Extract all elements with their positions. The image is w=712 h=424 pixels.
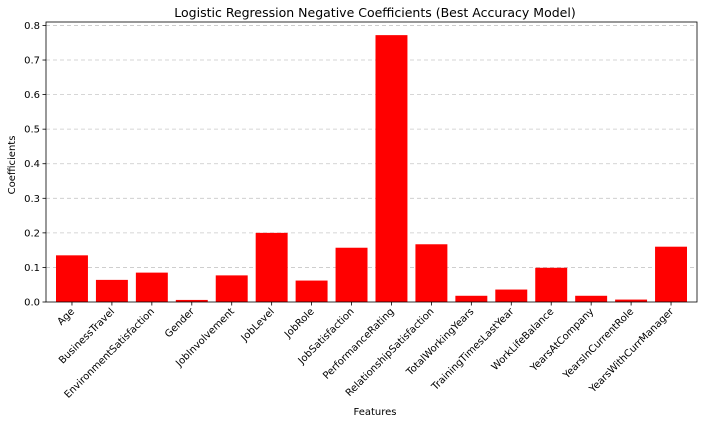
- bar-performance-rating: [375, 35, 408, 302]
- bar-job-role: [295, 280, 328, 302]
- y-tick-label: 0.7: [24, 56, 40, 67]
- bar-age: [55, 255, 88, 302]
- y-tick-label: 0.0: [24, 298, 40, 309]
- x-tick-label: JobLevel: [239, 306, 277, 344]
- axes: [42, 21, 698, 306]
- y-tick-label: 0.5: [24, 125, 40, 136]
- bar-job-satisfaction: [335, 247, 368, 302]
- plot-frame: [45, 21, 698, 303]
- bar-work-life-balance: [535, 267, 568, 302]
- y-tick-label: 0.4: [24, 159, 40, 170]
- y-tick-labels: 0.0 0.1 0.2 0.3 0.4 0.5 0.6 0.7 0.8: [24, 21, 40, 309]
- y-tick-label: 0.6: [24, 90, 40, 101]
- bar-environment-satisfaction: [135, 272, 168, 302]
- bars: [55, 35, 688, 302]
- x-tick-label: JobRole: [282, 306, 317, 341]
- y-tick-label: 0.3: [24, 194, 40, 205]
- bar-gender: [175, 299, 208, 302]
- bar-total-working-years: [455, 295, 488, 302]
- x-tick-label: YearsInCurrentRole: [561, 306, 637, 382]
- bar-years-in-current-role: [615, 299, 648, 302]
- bar-years-at-company: [575, 295, 608, 302]
- bar-job-involvement: [215, 275, 248, 302]
- grid-lines: [46, 25, 697, 268]
- x-tick-labels: AgeBusinessTravelEnvironmentSatisfaction…: [56, 306, 677, 401]
- chart-title: Logistic Regression Negative Coefficient…: [174, 5, 575, 20]
- x-tick-label: PerformanceRating: [321, 306, 396, 381]
- x-tick-label: Age: [56, 306, 77, 327]
- x-tick-label: YearsWithCurrManager: [587, 306, 677, 396]
- bar-training-times-last-year: [495, 289, 528, 302]
- x-tick-label: TotalWorkingYears: [404, 306, 477, 379]
- bar-business-travel: [95, 279, 128, 302]
- x-tick-label: Gender: [163, 306, 197, 340]
- bar-relationship-satisfaction: [415, 244, 448, 302]
- y-axis-label: Coefficients: [7, 136, 18, 195]
- y-tick-label: 0.1: [24, 263, 40, 274]
- y-tick-label: 0.2: [24, 228, 40, 239]
- bar-years-with-curr-manager: [655, 246, 688, 302]
- x-axis-label: Features: [354, 407, 397, 418]
- y-tick-label: 0.8: [24, 21, 40, 32]
- x-tick-label: TrainingTimesLastYear: [429, 306, 517, 394]
- bar-job-level: [255, 232, 288, 302]
